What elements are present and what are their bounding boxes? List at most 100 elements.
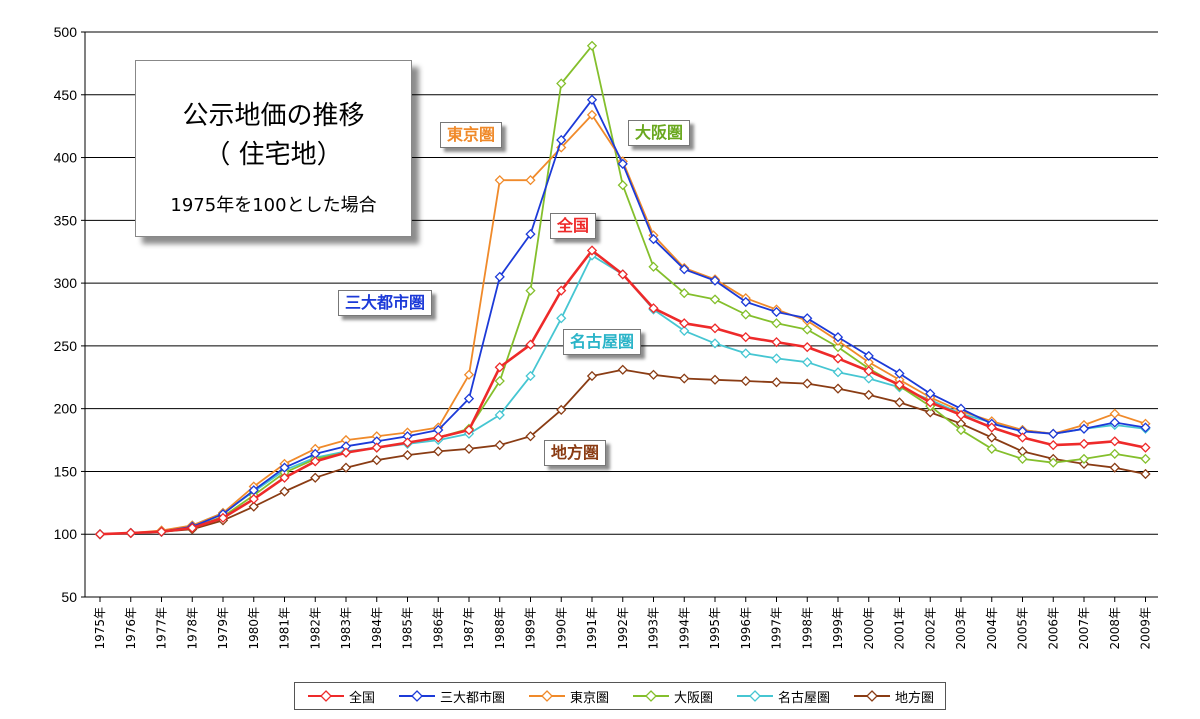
- data-point: [771, 337, 782, 348]
- data-point: [586, 370, 598, 382]
- data-point: [248, 501, 259, 512]
- data-point: [1078, 438, 1090, 449]
- y-tick-label: 150: [54, 463, 78, 479]
- data-point: [525, 370, 536, 382]
- data-point: [986, 432, 997, 443]
- data-point: [832, 383, 844, 394]
- data-point: [986, 422, 997, 433]
- data-point: [1140, 422, 1151, 433]
- data-point: [371, 442, 382, 453]
- data-point: [863, 389, 874, 400]
- y-tick-label: 250: [54, 338, 78, 354]
- data-point: [802, 324, 813, 335]
- data-point: [556, 404, 567, 416]
- x-tick-label: 2002年: [923, 607, 937, 650]
- legend-swatch: [853, 690, 890, 702]
- data-point: [310, 472, 321, 483]
- label-osaka: 大阪圏: [628, 120, 691, 146]
- data-point: [525, 339, 536, 350]
- x-tick-label: 1980年: [247, 607, 261, 650]
- data-point: [802, 313, 813, 324]
- x-tick-label: 1998年: [800, 607, 814, 650]
- data-point: [1109, 436, 1120, 447]
- data-point: [802, 357, 813, 368]
- data-point: [679, 373, 690, 384]
- x-tick-label: 2004年: [985, 607, 999, 650]
- x-tick-label: 2001年: [893, 607, 907, 650]
- data-point: [1140, 468, 1151, 480]
- data-point: [525, 431, 536, 442]
- data-point: [648, 369, 659, 380]
- y-tick-label: 100: [54, 526, 78, 542]
- data-point: [463, 369, 475, 380]
- data-point: [679, 318, 690, 329]
- legend-label: 名古屋圏: [777, 690, 830, 706]
- chart-title-box: 公示地価の推移 （ 住宅地） 1975年を100とした場合: [135, 60, 412, 237]
- x-tick-label: 2007年: [1077, 607, 1091, 650]
- data-point: [709, 338, 721, 349]
- data-point: [525, 285, 536, 296]
- data-point: [556, 134, 567, 146]
- data-point: [494, 409, 505, 421]
- data-point: [1109, 417, 1120, 428]
- data-point: [217, 512, 229, 524]
- data-point: [1048, 428, 1059, 439]
- x-tick-label: 1999年: [831, 607, 845, 650]
- data-point: [894, 379, 905, 390]
- data-point: [679, 325, 690, 336]
- x-tick-label: 2005年: [1016, 607, 1030, 650]
- data-point: [1109, 448, 1120, 459]
- data-point: [279, 462, 290, 473]
- data-point: [340, 462, 352, 473]
- legend-label: 全国: [348, 690, 375, 706]
- y-tick-label: 450: [54, 87, 78, 103]
- y-tick-label: 200: [54, 401, 78, 417]
- data-point: [740, 309, 751, 320]
- y-axis: 50 100 150 200 250 300 350 400 450 500: [54, 24, 86, 605]
- legend-swatch: [736, 690, 773, 702]
- data-point: [740, 296, 751, 308]
- x-tick-label: 1985年: [401, 607, 415, 650]
- legend-swatch: [528, 690, 565, 702]
- data-point: [617, 158, 628, 169]
- legend-swatch: [398, 690, 435, 702]
- data-point: [832, 367, 844, 378]
- x-tick-label: 1988年: [493, 607, 507, 650]
- data-point: [771, 377, 782, 388]
- x-tick-label: 1992年: [616, 607, 630, 650]
- data-point: [771, 318, 782, 329]
- data-point: [586, 245, 598, 256]
- data-point: [771, 353, 782, 364]
- legend-item: 大阪圏: [631, 687, 713, 706]
- label-zenkoku: 全国: [550, 213, 597, 239]
- data-point: [709, 323, 721, 334]
- x-tick-label: 2006年: [1046, 607, 1060, 650]
- data-point: [279, 472, 290, 483]
- data-point: [1140, 453, 1151, 465]
- data-point: [463, 393, 475, 404]
- data-point: [494, 375, 505, 387]
- data-point: [525, 229, 536, 240]
- data-point: [187, 522, 198, 534]
- data-point: [586, 94, 598, 105]
- data-point: [494, 362, 505, 373]
- data-point: [494, 271, 505, 282]
- y-tick-label: 50: [61, 589, 77, 605]
- data-point: [617, 364, 628, 375]
- x-tick-label: 1990年: [554, 607, 568, 650]
- data-point: [1078, 423, 1090, 434]
- data-point: [740, 375, 751, 387]
- x-tick-label: 1986年: [431, 607, 445, 650]
- data-point: [986, 443, 997, 454]
- x-tick-label: 1993年: [647, 607, 661, 650]
- data-point: [1109, 462, 1120, 473]
- legend-label: 三大都市圏: [439, 690, 505, 706]
- data-point: [340, 447, 352, 458]
- data-point: [463, 424, 475, 436]
- x-tick-label: 1979年: [216, 607, 230, 650]
- data-point: [371, 455, 382, 466]
- legend: 全国 三大都市圏 東京圏 大阪圏 名古屋圏 地方圏: [294, 682, 946, 710]
- x-tick-label: 2008年: [1108, 607, 1122, 650]
- data-point: [832, 342, 844, 353]
- data-point: [402, 450, 413, 461]
